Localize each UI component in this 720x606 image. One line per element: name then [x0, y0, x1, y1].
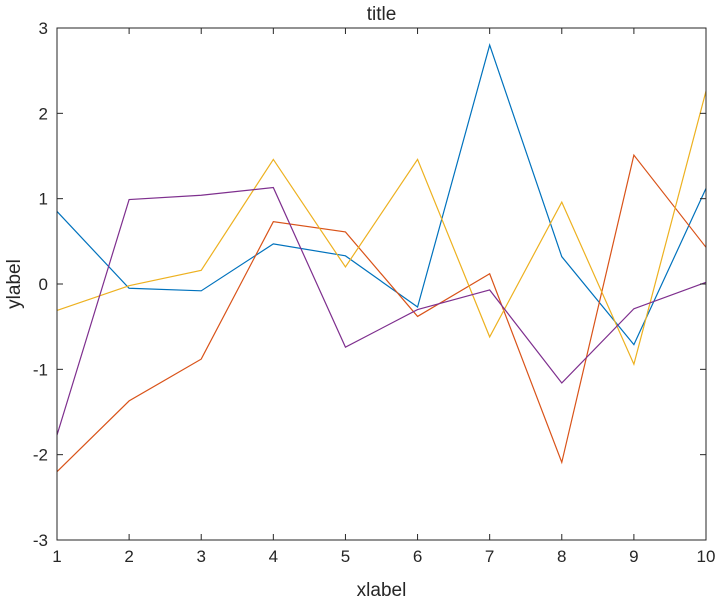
plot-background: [57, 28, 706, 540]
x-axis-label: xlabel: [357, 580, 407, 601]
y-tick-label: 1: [39, 190, 48, 209]
x-tick-label: 5: [341, 547, 350, 566]
series-layer: [56, 43, 707, 473]
y-tick-label: 0: [39, 275, 48, 294]
ticks-layer: 1 2 3 4 5 6 7 8 9 10 -3 -2 -1 0 1 2 3: [33, 19, 716, 566]
x-tick-label: 2: [124, 547, 133, 566]
y-tick-label: 2: [39, 104, 48, 123]
x-tick-label: 8: [557, 547, 566, 566]
chart-title: title: [367, 4, 397, 25]
x-tick-label: 6: [413, 547, 422, 566]
y-tick-label: 3: [39, 19, 48, 38]
y-tick-label: -3: [33, 531, 48, 550]
series-line-3: [56, 90, 707, 367]
x-tick-label: 10: [697, 547, 716, 566]
y-tick-label: -2: [33, 446, 48, 465]
series-line-1: [56, 43, 707, 346]
y-tick-label: -1: [33, 360, 48, 379]
x-tick-label: 4: [269, 547, 278, 566]
series-line-4: [56, 186, 707, 436]
x-tick-label: 7: [485, 547, 494, 566]
x-tick-label: 1: [52, 547, 61, 566]
y-axis-label: ylabel: [4, 259, 25, 309]
x-tick-label: 9: [629, 547, 638, 566]
series-line-2: [56, 153, 707, 473]
x-tick-label: 3: [196, 547, 205, 566]
